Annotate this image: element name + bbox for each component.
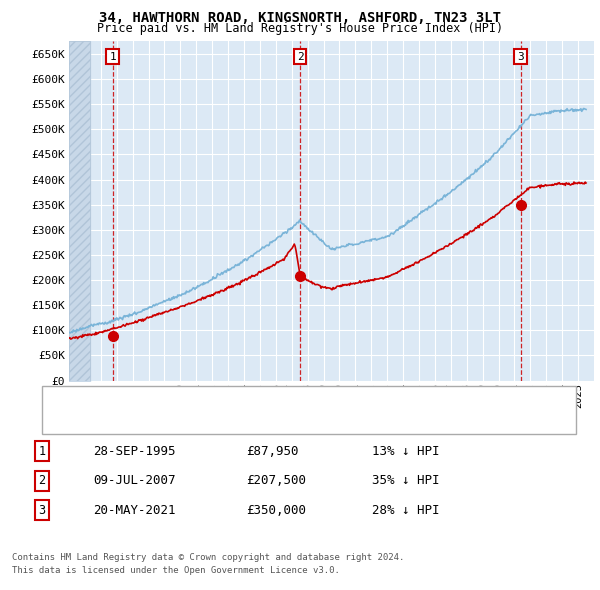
Text: 35% ↓ HPI: 35% ↓ HPI bbox=[372, 474, 439, 487]
Text: HPI: Average price, detached house, Ashford: HPI: Average price, detached house, Ashf… bbox=[87, 414, 367, 424]
Text: This data is licensed under the Open Government Licence v3.0.: This data is licensed under the Open Gov… bbox=[12, 566, 340, 575]
Text: £87,950: £87,950 bbox=[246, 445, 299, 458]
Text: £207,500: £207,500 bbox=[246, 474, 306, 487]
Text: 34, HAWTHORN ROAD, KINGSNORTH, ASHFORD, TN23 3LT (detached house): 34, HAWTHORN ROAD, KINGSNORTH, ASHFORD, … bbox=[87, 391, 509, 400]
Text: 09-JUL-2007: 09-JUL-2007 bbox=[93, 474, 176, 487]
Text: 20-MAY-2021: 20-MAY-2021 bbox=[93, 504, 176, 517]
Text: 2: 2 bbox=[296, 51, 304, 61]
Text: Contains HM Land Registry data © Crown copyright and database right 2024.: Contains HM Land Registry data © Crown c… bbox=[12, 553, 404, 562]
Text: 3: 3 bbox=[38, 504, 46, 517]
Text: £350,000: £350,000 bbox=[246, 504, 306, 517]
Text: 1: 1 bbox=[109, 51, 116, 61]
Text: 13% ↓ HPI: 13% ↓ HPI bbox=[372, 445, 439, 458]
Text: 28-SEP-1995: 28-SEP-1995 bbox=[93, 445, 176, 458]
Text: 28% ↓ HPI: 28% ↓ HPI bbox=[372, 504, 439, 517]
Text: 3: 3 bbox=[517, 51, 524, 61]
Text: 2: 2 bbox=[38, 474, 46, 487]
Text: 1: 1 bbox=[38, 445, 46, 458]
Text: Price paid vs. HM Land Registry's House Price Index (HPI): Price paid vs. HM Land Registry's House … bbox=[97, 22, 503, 35]
Text: 34, HAWTHORN ROAD, KINGSNORTH, ASHFORD, TN23 3LT: 34, HAWTHORN ROAD, KINGSNORTH, ASHFORD, … bbox=[99, 11, 501, 25]
